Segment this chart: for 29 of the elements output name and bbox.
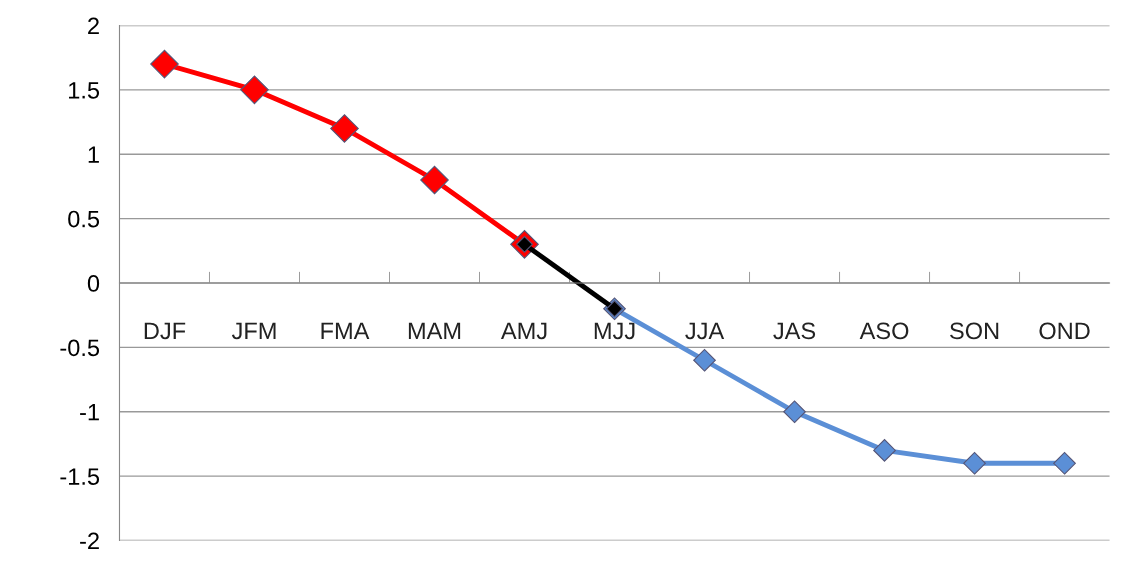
x-tick-label: MJJ [594,322,635,340]
point [1053,451,1076,475]
point [693,348,716,372]
y-tick-label: 0 [87,275,100,292]
x-tick-label: JFM [231,322,276,340]
y-tick-label: 1.5 [69,82,100,99]
point [963,451,986,475]
x-tick-label: AMJ [500,322,547,340]
point [420,165,449,195]
x-tick-label: SON [950,322,999,340]
x-tick-label: ASO [859,322,909,340]
point [783,400,806,424]
y-tick-label: 2 [88,17,99,35]
x-tick-label: JJA [685,322,725,340]
x-tick-label: MAM [408,322,461,339]
y-tick-label: 1 [88,146,99,163]
point [873,439,896,462]
y-tick-label: -0.5 [60,339,100,357]
y-tick-label: 0.5 [68,210,100,228]
y-tick-label: -1 [80,404,99,421]
x-tick-label: FMA [321,322,370,339]
point [240,75,269,105]
x-tick-label: OND [1039,322,1090,340]
x-tick-label: JAS [773,322,816,340]
point [330,114,359,143]
x-tick-label: DJF [144,322,186,340]
y-tick-label: -1.5 [60,468,100,485]
y-tick-label: -2 [80,532,99,550]
point [150,49,179,79]
